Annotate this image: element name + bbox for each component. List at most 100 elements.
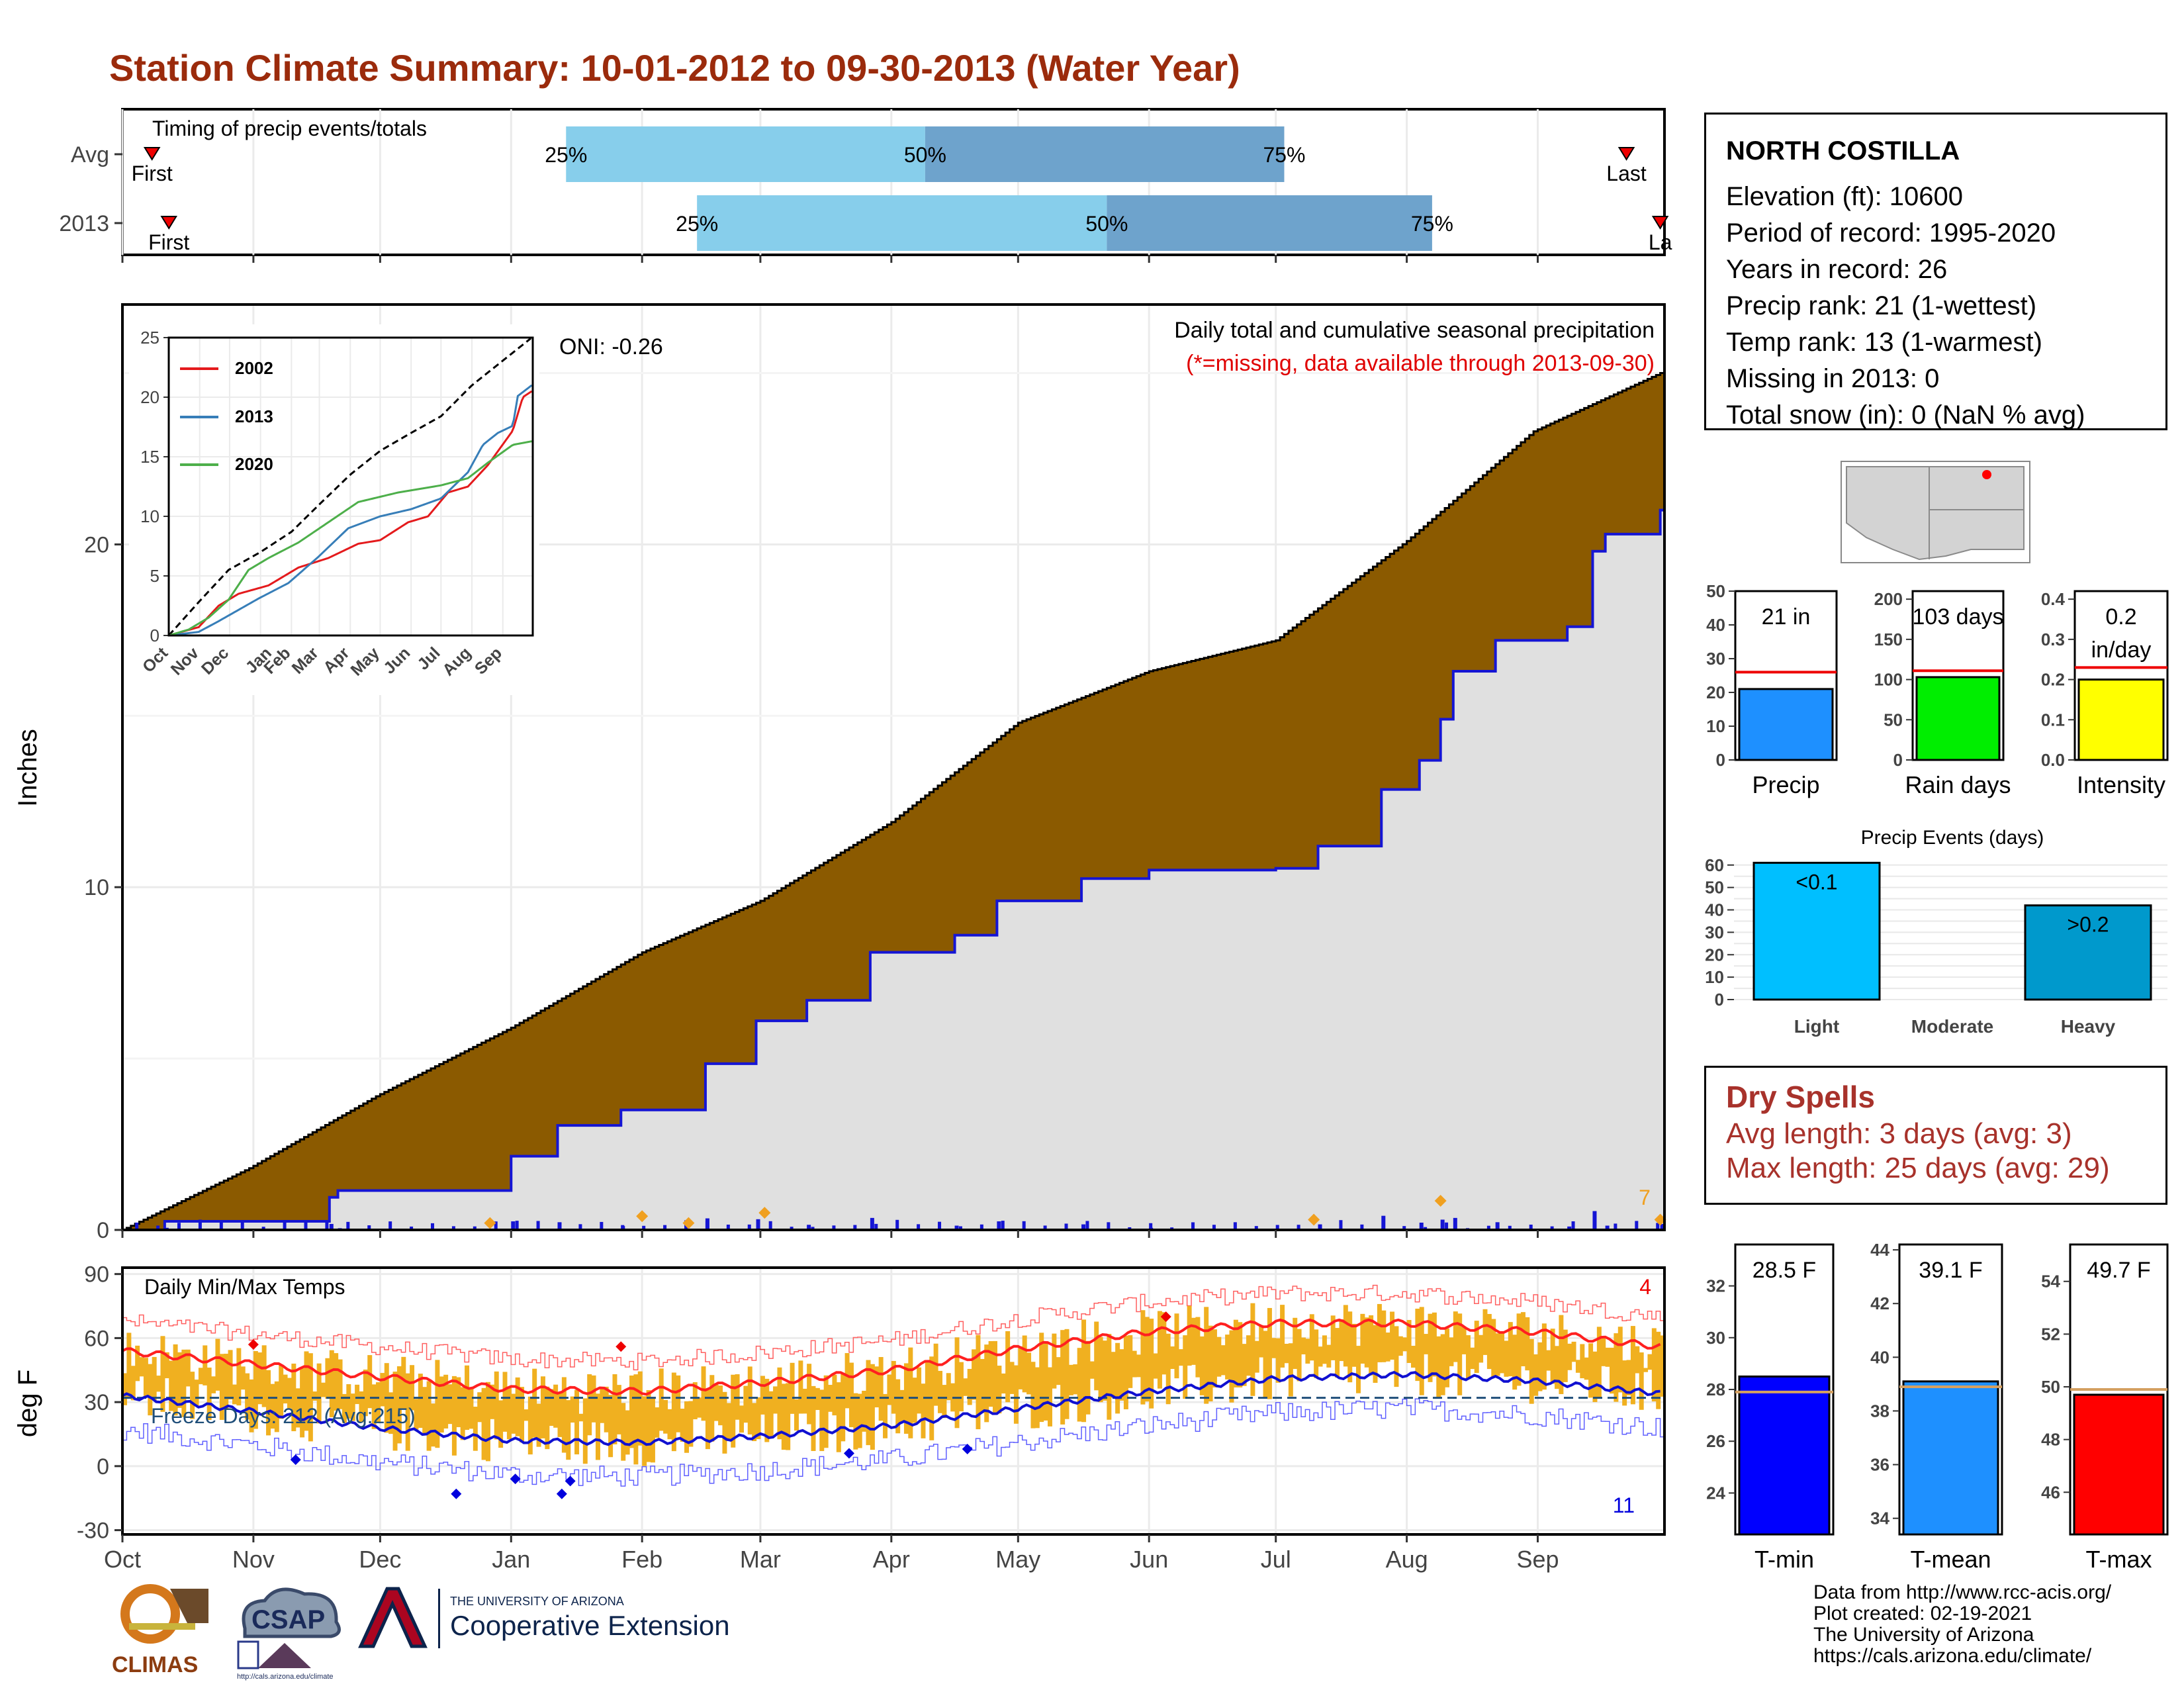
daily-temp-bar (988, 1341, 993, 1407)
daily-precip-bar (261, 1227, 265, 1230)
tmin-summary-value-label: 28.5 F (1752, 1258, 1816, 1283)
daily-temp-bar (874, 1366, 880, 1408)
daily-temp-bar (642, 1396, 647, 1466)
daily-temp-bar (802, 1388, 807, 1414)
record-low-marker (451, 1488, 462, 1499)
daily-temp-bar (1537, 1342, 1543, 1391)
year-cumulative-precip-line (122, 508, 1664, 1231)
daily-temp-bar (1639, 1352, 1644, 1410)
precip-total-value-label: 21 in (1762, 604, 1811, 630)
daily-temp-bar (908, 1347, 913, 1438)
daily-temp-bar (173, 1344, 178, 1416)
daily-precip-bar (1081, 1224, 1086, 1230)
month-tick-label: Jun (1130, 1546, 1168, 1573)
year-cumulative-precip-area (122, 510, 1664, 1230)
precip-events-bar (2024, 904, 2152, 1001)
daily-temp-bar (1140, 1310, 1146, 1405)
precip-events-bar (1752, 861, 1881, 1001)
dry-spells-box: Dry Spells Avg length: 3 days (avg: 3) M… (1704, 1066, 2167, 1205)
daily-temp-bar (1656, 1331, 1661, 1409)
daily-temp-bar (1254, 1340, 1259, 1373)
daily-precip-bar (1318, 1224, 1322, 1230)
daily-temp-bar (798, 1360, 803, 1414)
daily-temp-bar (414, 1399, 419, 1430)
precip-y-tick-label: 20 (84, 532, 109, 557)
daily-temp-bar (532, 1368, 537, 1438)
daily-temp-bar (1013, 1365, 1019, 1424)
timing-bar-50-75 (925, 126, 1285, 182)
daily-temp-bar (194, 1380, 199, 1407)
daily-temp-bar (502, 1372, 508, 1432)
daily-temp-bar (663, 1399, 668, 1434)
daily-temp-bar (473, 1407, 478, 1451)
daily-temp-bar (887, 1374, 892, 1405)
month-tick-label: Dec (359, 1546, 401, 1573)
daily-temp-bar (794, 1399, 799, 1431)
tmean-summary-y-tick-label: 42 (1870, 1293, 1889, 1313)
precip-total-y-tick-label: 10 (1706, 716, 1725, 736)
daily-temp-bar (1284, 1343, 1289, 1364)
daily-temp-bar (1111, 1352, 1116, 1398)
daily-temp-bar (1297, 1329, 1302, 1382)
daily-temp-bar (942, 1385, 947, 1419)
precip-plot-frame (121, 303, 1666, 1231)
daily-temp-bar (811, 1385, 816, 1451)
intensity-y-tick-label: 0.0 (2041, 750, 2065, 770)
credit-plot-date: Plot created: 02-19-2021 (1813, 1603, 2032, 1624)
daily-temp-bar (355, 1384, 360, 1405)
daily-temp-bar (439, 1376, 444, 1433)
daily-temp-bar (895, 1379, 901, 1434)
daily-temp-bar (650, 1397, 655, 1463)
inset-legend-label: 2002 (235, 358, 273, 378)
daily-temp-bar (819, 1389, 825, 1452)
tmax-summary-value-bar (2073, 1393, 2165, 1536)
daily-temp-bar (1351, 1323, 1357, 1367)
daily-temp-bar (591, 1375, 596, 1423)
daily-temp-bar (257, 1352, 263, 1405)
daily-temp-bar (1635, 1346, 1640, 1374)
tmax-summary-y-tick-label: 52 (2041, 1324, 2060, 1344)
daily-precip-bar (756, 1219, 760, 1230)
station-period: Period of record: 1995-2020 (1726, 218, 2056, 248)
daily-temp-bar (485, 1382, 490, 1462)
daily-temp-bar (506, 1387, 512, 1440)
tmean-summary-y-tick-label: 34 (1870, 1509, 1889, 1528)
daily-precip-bar (1605, 1225, 1610, 1230)
last-event-label: La (1649, 230, 1672, 254)
month-tick-label: May (995, 1546, 1040, 1573)
record-low-marker (962, 1444, 973, 1455)
daily-temp-bar (997, 1366, 1002, 1414)
daily-temp-bar (1073, 1364, 1078, 1395)
climas-logo-text: CLIMAS (112, 1652, 198, 1677)
daily-temp-bar (993, 1340, 997, 1413)
daily-temp-bar (392, 1372, 398, 1451)
daily-temp-bar (1394, 1326, 1399, 1387)
daily-temp-bar (371, 1384, 377, 1429)
daily-temp-bar (1204, 1307, 1209, 1404)
daily-temp-bar (823, 1375, 829, 1448)
daily-temp-bar (169, 1360, 174, 1411)
csap-url-text: http://cals.arizona.edu/climate (237, 1673, 334, 1681)
precip-events-y-tick-label: 30 (1705, 922, 1724, 942)
daily-temp-bar (938, 1370, 943, 1413)
daily-temp-bar (671, 1372, 676, 1452)
daily-precip-bar (874, 1223, 878, 1230)
daily-temp-bar (359, 1391, 364, 1423)
daily-temp-bar (1123, 1335, 1128, 1409)
timing-label-25: 25% (676, 212, 718, 236)
rain-days-category-label: Rain days (1905, 771, 2011, 798)
tmax-summary-value-label: 49.7 F (2087, 1258, 2150, 1283)
daily-precip-bar (1614, 1223, 1617, 1230)
timing-bar-25-50 (697, 195, 1107, 251)
timing-bar-25-50 (566, 126, 925, 182)
inset-legend-label: 2013 (235, 406, 273, 426)
csap-logo-text: CSAP (251, 1605, 325, 1634)
daily-precip-bar (367, 1225, 371, 1230)
daily-temp-bar (1529, 1338, 1534, 1404)
record-low-marker (290, 1454, 301, 1466)
daily-precip-bar (135, 1222, 139, 1230)
precip-events-value-label: <0.1 (1796, 870, 1837, 894)
daily-temp-bar (1064, 1329, 1069, 1419)
tmin-summary-y-tick-label: 30 (1706, 1328, 1725, 1348)
rain-days-y-tick-label: 150 (1874, 630, 1903, 649)
